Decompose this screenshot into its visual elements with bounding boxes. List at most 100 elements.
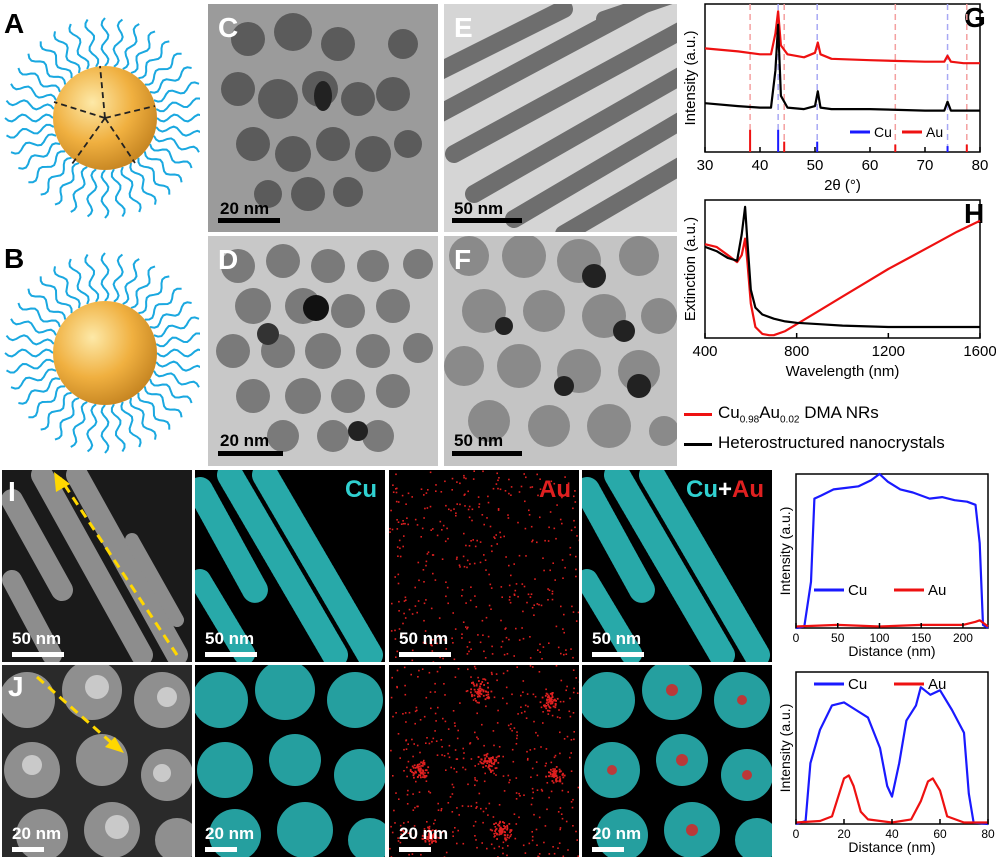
au-speck (392, 484, 394, 486)
ligand-chain (100, 17, 110, 67)
au-speck (544, 765, 547, 767)
au-speck (469, 742, 471, 745)
au-speck (506, 836, 509, 838)
au-speck (443, 683, 445, 685)
ligand-chain (28, 385, 66, 419)
line-profile-i: 0 50 100 150 200 Distance (nm) Intensity (a.u.… (777, 472, 989, 659)
au-map (389, 665, 579, 857)
ligand-chain (138, 40, 170, 80)
au-speck (466, 653, 469, 655)
au-speck (529, 596, 532, 598)
au-speck (552, 781, 555, 784)
au-speck (479, 760, 481, 763)
au-speck (525, 717, 528, 719)
ligand-chain (10, 368, 57, 390)
au-speck (423, 517, 425, 519)
eds-map-j-au: 20 nm (389, 665, 579, 857)
au-speck (430, 835, 433, 838)
au-speck (484, 757, 487, 760)
ligand-chain (10, 83, 57, 101)
au-speck (476, 701, 479, 704)
legend-label-cu: Cu (848, 676, 867, 693)
au-speck (390, 696, 393, 699)
au-speck (539, 488, 542, 490)
au-speck (447, 602, 449, 605)
au-speck (481, 619, 484, 622)
au-signal (389, 470, 579, 662)
au-speck (567, 791, 569, 793)
au-speck (436, 754, 439, 756)
au-speck (472, 683, 475, 686)
au-speck (456, 481, 458, 483)
au-speck (470, 691, 472, 694)
au-speck (493, 832, 496, 835)
au-speck (430, 707, 432, 710)
au-speck (447, 728, 450, 730)
au-speck (499, 536, 502, 539)
au-speck (481, 688, 483, 691)
au-speck (502, 821, 504, 823)
au-speck (576, 535, 578, 537)
ligand-chain (18, 377, 61, 405)
au-speck (440, 491, 443, 493)
au-speck (478, 680, 480, 682)
au-speck (491, 645, 493, 648)
au-speck (461, 595, 463, 597)
au-speck (464, 493, 466, 496)
au-speck (414, 710, 417, 713)
au-speck (444, 540, 447, 543)
au-speck (473, 470, 475, 472)
ligand-chain (18, 142, 61, 170)
au-speck (414, 837, 416, 840)
au-speck (437, 634, 440, 637)
au-speck (470, 805, 473, 807)
au-speck (431, 841, 433, 844)
au-speck (556, 504, 558, 506)
au-speck (485, 755, 488, 758)
series-line-1 (704, 23, 980, 112)
au-speck (424, 507, 426, 510)
au-speck (395, 473, 397, 476)
au-speck (414, 722, 416, 725)
au-speck (564, 566, 566, 569)
au-speck (552, 773, 554, 775)
au-speck (513, 727, 516, 729)
au-speck (472, 539, 474, 541)
au-speck (434, 819, 436, 821)
au-speck (429, 471, 432, 474)
au-speck (476, 692, 478, 695)
au-speck (441, 529, 443, 531)
au-speck (411, 649, 414, 652)
au-speck (418, 763, 421, 766)
au-speck (553, 527, 556, 530)
au-speck (419, 771, 422, 773)
au-speck (531, 486, 534, 488)
au-speck (575, 830, 577, 833)
au-speck (561, 782, 564, 785)
au-speck (536, 774, 539, 777)
scale-label-j4: 20 nm (592, 824, 642, 843)
au-speck (565, 689, 567, 692)
panel-label-i: I (8, 476, 16, 507)
scale-bar-i4 (592, 652, 644, 657)
au-speck (501, 831, 504, 834)
au-speck (447, 802, 450, 804)
au-speck (499, 821, 501, 824)
ligand-shell (4, 252, 200, 454)
au-speck (572, 507, 574, 510)
au-speck (499, 826, 502, 829)
au-speck (530, 525, 533, 528)
au-speck (501, 828, 503, 831)
au-speck (533, 748, 536, 750)
au-speck (527, 705, 529, 708)
au-speck (488, 761, 491, 764)
eds-map-j-overlay: 20 nm (582, 665, 772, 857)
au-speck (406, 775, 408, 778)
au-speck (529, 636, 531, 638)
au-speck (561, 559, 564, 561)
au-speck (528, 842, 531, 845)
au-speck (485, 694, 488, 696)
au-speck (489, 583, 492, 586)
au-speck (528, 509, 530, 512)
au-speck (403, 770, 405, 772)
